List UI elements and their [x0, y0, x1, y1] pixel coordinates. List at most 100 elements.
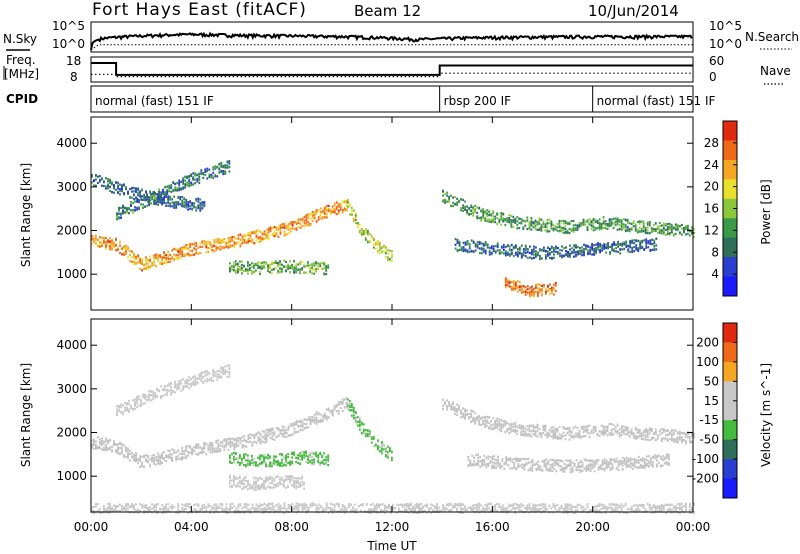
range-gate-cell — [504, 277, 507, 280]
range-gate-cell — [166, 391, 169, 394]
range-gate-cell — [462, 242, 465, 245]
range-gate-cell — [514, 281, 517, 284]
range-gate-cell — [474, 420, 477, 423]
range-gate-cell — [277, 226, 280, 229]
range-gate-cell — [115, 449, 117, 452]
range-gate-cell — [291, 422, 294, 426]
range-gate-cell — [450, 403, 452, 406]
range-gate-cell — [586, 425, 589, 428]
range-gate-cell — [117, 184, 119, 187]
range-gate-cell — [212, 175, 215, 178]
range-gate-cell — [685, 435, 687, 439]
range-gate-cell — [562, 228, 565, 231]
range-gate-cell — [269, 267, 271, 270]
range-gate-cell — [307, 426, 310, 429]
range-gate-cell — [550, 435, 553, 438]
range-gate-cell — [305, 450, 307, 453]
range-gate-cell — [224, 172, 227, 175]
range-gate-cell — [558, 425, 561, 429]
range-gate-cell — [129, 452, 131, 456]
range-gate-cell — [107, 180, 109, 183]
range-gate-cell — [251, 444, 254, 447]
range-gate-cell — [595, 248, 597, 251]
range-gate-cell — [175, 254, 178, 257]
range-gate-cell — [594, 426, 597, 429]
range-gate-cell — [325, 408, 328, 411]
range-gate-cell — [564, 434, 567, 437]
range-gate-cell — [283, 484, 285, 487]
range-gate-cell — [478, 422, 481, 425]
range-gate-cell — [466, 251, 469, 254]
nsky-label: N.Sky — [3, 32, 37, 46]
range-gate-cell — [120, 411, 122, 414]
range-gate-cell — [125, 187, 127, 190]
range-gate-cell — [118, 216, 120, 219]
range-gate-cell — [504, 431, 507, 434]
range-gate-cell — [165, 256, 167, 259]
range-gate-cell — [466, 240, 469, 243]
range-gate-cell — [132, 211, 134, 214]
range-gate-cell — [366, 241, 369, 244]
range-gate-cell — [91, 243, 93, 246]
range-gate-cell — [223, 237, 226, 241]
range-gate-cell — [372, 437, 375, 440]
range-gate-cell — [243, 438, 246, 441]
range-gate-cell — [228, 370, 231, 374]
range-gate-cell — [329, 409, 332, 413]
range-gate-cell — [120, 406, 122, 409]
range-gate-cell — [502, 420, 505, 423]
range-gate-cell — [464, 241, 467, 244]
range-gate-cell — [679, 438, 681, 441]
range-gate-cell — [166, 393, 169, 396]
range-gate-cell — [165, 257, 167, 261]
range-gate-cell — [305, 460, 307, 463]
range-gate-cell — [215, 246, 218, 249]
range-gate-cell — [548, 434, 551, 437]
range-gate-cell — [464, 417, 466, 420]
range-gate-cell — [535, 255, 537, 258]
range-gate-cell — [211, 451, 214, 454]
range-gate-cell — [652, 227, 655, 231]
range-gate-cell — [553, 293, 555, 296]
range-gate-cell — [575, 245, 577, 248]
range-gate-cell — [335, 213, 338, 216]
range-gate-cell — [654, 430, 657, 433]
range-gate-cell — [444, 402, 446, 405]
range-gate-cell — [612, 433, 615, 436]
range-gate-cell — [126, 208, 128, 211]
range-gate-cell — [311, 451, 313, 454]
range-gate-cell — [135, 452, 137, 455]
range-gate-cell — [313, 272, 315, 275]
range-gate-cell — [476, 211, 479, 214]
range-gate-cell — [315, 420, 318, 423]
range-gate-cell — [543, 246, 545, 249]
range-gate-cell — [648, 232, 651, 235]
range-gate-cell — [556, 437, 559, 440]
range-gate-cell — [227, 443, 230, 446]
range-gate-cell — [165, 460, 167, 463]
range-gate-cell — [101, 241, 103, 244]
range-gate-cell — [526, 251, 529, 254]
range-gate-cell — [228, 170, 231, 173]
range-gate-cell — [313, 460, 315, 463]
range-gate-cell — [564, 222, 567, 225]
range-gate-cell — [391, 260, 393, 263]
range-gate-cell — [206, 380, 209, 383]
range-gate-cell — [502, 243, 505, 247]
range-gate-cell — [309, 213, 312, 216]
range-gate-cell — [285, 431, 288, 435]
range-gate-cell — [281, 425, 284, 428]
range-gate-cell — [460, 206, 462, 210]
range-gate-cell — [372, 237, 375, 240]
range-gate-cell — [574, 224, 577, 227]
range-gate-cell — [293, 271, 295, 274]
range-gate-cell — [295, 228, 298, 231]
range-gate-cell — [265, 234, 268, 237]
range-gate-cell — [464, 205, 466, 208]
range-gate-cell — [195, 198, 198, 201]
range-gate-cell — [530, 430, 533, 433]
range-gate-cell — [180, 389, 183, 392]
range-gate-cell — [251, 485, 253, 489]
range-gate-cell — [128, 410, 130, 413]
range-gate-cell — [508, 219, 511, 222]
